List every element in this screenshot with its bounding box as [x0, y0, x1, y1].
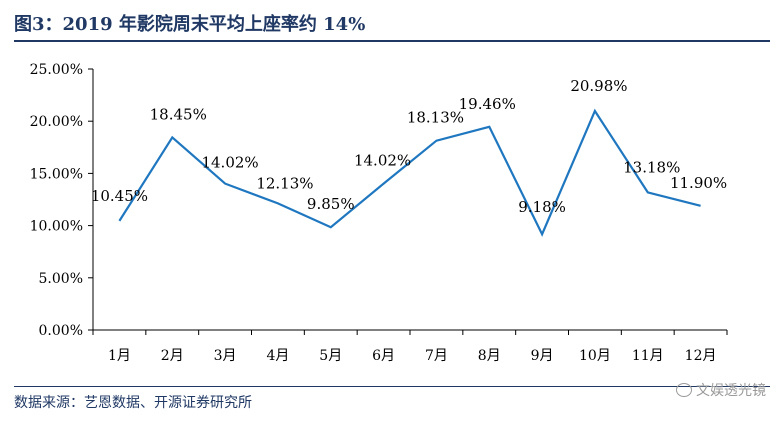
x-tick-label: 10月	[579, 348, 611, 364]
data-label: 11.90%	[670, 174, 727, 192]
x-tick-label: 8月	[478, 348, 501, 364]
x-tick-label: 2月	[161, 348, 184, 364]
y-tick-label: 0.00%	[39, 323, 83, 339]
x-tick-label: 9月	[531, 348, 554, 364]
data-label: 19.46%	[459, 95, 516, 113]
data-label: 18.45%	[150, 105, 207, 123]
data-label: 18.13%	[407, 109, 464, 127]
data-labels: 10.45% 18.45% 14.02% 12.13% 9.85% 14.02% 18.13…	[91, 77, 727, 216]
y-tick-label: 15.00%	[30, 166, 83, 182]
x-tick-label: 3月	[214, 348, 237, 364]
x-tick-label: 7月	[425, 348, 448, 364]
y-tick-labels: 0.00% 5.00% 10.00% 15.00% 20.00% 25.00%	[30, 62, 93, 339]
x-tick-label: 5月	[319, 348, 342, 364]
data-label: 10.45%	[91, 187, 148, 205]
y-tick-label: 20.00%	[30, 114, 83, 130]
chart-title: 图3：2019 年影院周末平均上座率约 14%	[14, 14, 366, 35]
y-tick-label: 10.00%	[30, 219, 83, 235]
data-label: 14.02%	[201, 154, 258, 172]
x-tick-label: 4月	[266, 348, 289, 364]
title-divider	[14, 40, 770, 42]
data-label: 14.02%	[354, 152, 411, 170]
data-label: 12.13%	[256, 174, 313, 192]
series-line	[118, 108, 701, 237]
watermark: 文娱透光镜	[676, 380, 766, 400]
data-label: 9.18%	[518, 198, 566, 216]
y-tick-label: 25.00%	[30, 62, 83, 78]
data-label: 20.98%	[570, 77, 627, 95]
wechat-icon	[676, 383, 692, 397]
y-tick-label: 5.00%	[39, 271, 83, 287]
watermark-text: 文娱透光镜	[696, 383, 766, 399]
x-tick-label: 6月	[372, 348, 395, 364]
x-tick-label: 11月	[632, 348, 664, 364]
x-tick-label: 12月	[685, 348, 717, 364]
footer-divider	[14, 386, 770, 387]
x-tick-labels: 1月 2月 3月 4月 5月 6月 7月 8月 9月 10月 11月 12月	[92, 330, 728, 364]
data-label: 9.85%	[307, 195, 355, 213]
source-note: 数据来源：艺恩数据、开源证券研究所	[14, 395, 252, 411]
x-tick-label: 1月	[108, 348, 131, 364]
data-label: 13.18%	[623, 158, 680, 176]
